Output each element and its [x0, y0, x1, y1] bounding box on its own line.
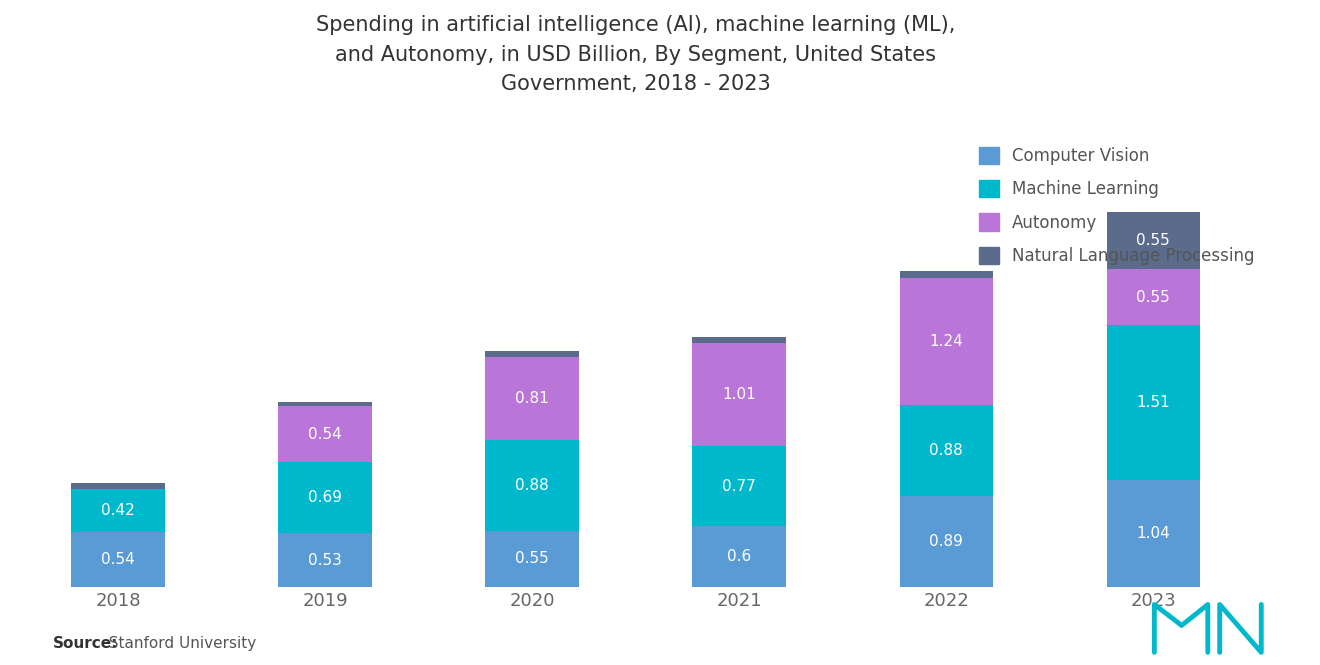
Bar	[486, 440, 578, 531]
Text: 0.55: 0.55	[1137, 289, 1170, 305]
Bar	[71, 532, 165, 587]
Text: 0.54: 0.54	[102, 552, 135, 567]
Bar	[693, 336, 785, 342]
Text: 0.88: 0.88	[515, 478, 549, 493]
Bar	[71, 489, 165, 532]
Bar	[693, 342, 785, 446]
Legend: Computer Vision, Machine Learning, Autonomy, Natural Language Processing: Computer Vision, Machine Learning, Auton…	[979, 147, 1255, 265]
Bar	[279, 462, 372, 533]
Bar	[899, 406, 993, 496]
Text: 0.77: 0.77	[722, 479, 756, 493]
Text: 1.04: 1.04	[1137, 526, 1170, 541]
Bar	[71, 483, 165, 489]
Text: 0.6: 0.6	[727, 549, 751, 564]
Text: 1.01: 1.01	[722, 387, 756, 402]
Title: Spending in artificial intelligence (AI), machine learning (ML),
and Autonomy, i: Spending in artificial intelligence (AI)…	[315, 15, 956, 94]
Bar	[279, 533, 372, 587]
Text: 0.42: 0.42	[102, 503, 135, 517]
Bar	[1106, 269, 1200, 325]
Text: 0.88: 0.88	[929, 443, 964, 458]
Text: 0.69: 0.69	[308, 490, 342, 505]
Bar	[899, 278, 993, 406]
Bar	[1106, 480, 1200, 587]
Text: 1.24: 1.24	[929, 334, 964, 349]
Bar	[486, 351, 578, 357]
Bar	[279, 406, 372, 462]
Bar	[1106, 325, 1200, 480]
Text: 0.54: 0.54	[308, 427, 342, 442]
Text: 0.55: 0.55	[515, 551, 549, 567]
Bar	[693, 446, 785, 525]
Bar	[899, 496, 993, 587]
Bar	[279, 402, 372, 406]
Text: 1.51: 1.51	[1137, 395, 1170, 410]
Text: 0.53: 0.53	[308, 553, 342, 567]
Bar	[486, 357, 578, 440]
Bar	[899, 271, 993, 278]
Text: Stanford University: Stanford University	[99, 636, 256, 652]
Text: 0.89: 0.89	[929, 534, 964, 549]
Text: 0.55: 0.55	[1137, 233, 1170, 248]
Bar	[1106, 212, 1200, 269]
Bar	[486, 531, 578, 587]
Text: Source:: Source:	[53, 636, 119, 652]
Text: 0.81: 0.81	[515, 391, 549, 406]
Bar	[693, 525, 785, 587]
